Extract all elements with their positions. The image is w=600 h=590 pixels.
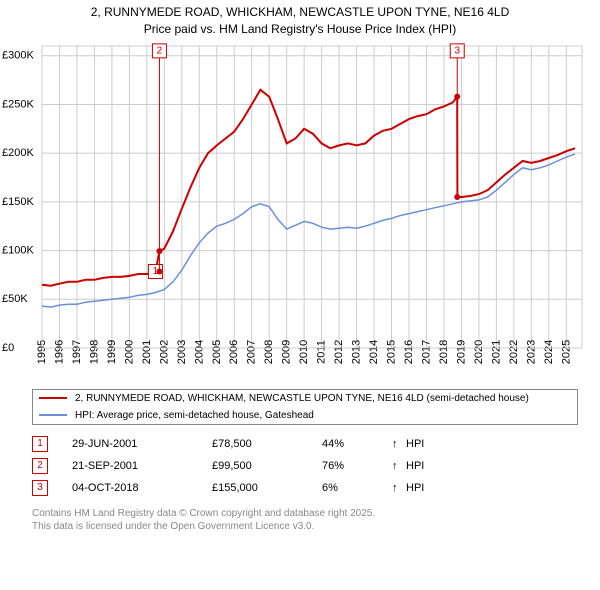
sales-marker: 3 [32,480,48,496]
x-tick-label: 2006 [228,339,240,363]
y-tick-label: £250K [2,98,34,110]
sales-marker: 2 [32,458,48,474]
sales-date: 21-SEP-2001 [72,460,212,472]
sale-marker-number: 2 [157,45,163,56]
x-tick-label: 2018 [438,339,450,363]
x-tick-label: 2013 [351,339,363,363]
legend-item: HPI: Average price, semi-detached house,… [33,407,577,424]
x-tick-label: 2016 [403,339,415,363]
x-tick-label: 2010 [298,339,310,363]
arrow-up-icon: ↑ [392,482,406,494]
sale-point [454,93,460,99]
sales-pct: 44% [322,438,392,450]
series-hpi [42,154,575,307]
y-tick-label: £300K [2,49,34,61]
legend-swatch [39,414,67,416]
sales-hpi-label: HPI [406,460,424,472]
sale-marker-number: 3 [454,45,460,56]
sales-date: 29-JUN-2001 [72,438,212,450]
x-tick-label: 2000 [123,339,135,363]
x-tick-label: 2001 [141,339,153,363]
sale-point [156,248,162,254]
sales-price: £99,500 [212,460,322,472]
x-tick-label: 2002 [158,339,170,363]
title-line1: 2, RUNNYMEDE ROAD, WHICKHAM, NEWCASTLE U… [0,4,600,21]
x-tick-label: 2015 [386,339,398,363]
legend: 2, RUNNYMEDE ROAD, WHICKHAM, NEWCASTLE U… [32,389,578,425]
x-tick-label: 1997 [71,339,83,363]
x-tick-label: 1998 [88,339,100,363]
footer-attribution: Contains HM Land Registry data © Crown c… [32,507,578,533]
sales-table: 129-JUN-2001£78,50044%↑HPI221-SEP-2001£9… [32,433,578,499]
sales-pct: 76% [322,460,392,472]
sale-point [454,194,460,200]
x-tick-label: 2009 [281,339,293,363]
x-tick-label: 2007 [246,339,258,363]
x-tick-label: 2004 [193,339,205,363]
x-tick-label: 2012 [333,339,345,363]
x-tick-label: 2022 [508,339,520,363]
series-price_paid [42,89,575,285]
y-tick-label: £0 [2,342,14,354]
x-tick-label: 1999 [106,339,118,363]
y-tick-label: £100K [2,244,34,256]
sales-price: £155,000 [212,482,322,494]
line-chart: £0£50K£100K£150K£200K£250K£300K199519961… [0,38,600,383]
legend-label: HPI: Average price, semi-detached house,… [75,410,314,421]
x-tick-label: 2014 [368,339,380,363]
footer-line1: Contains HM Land Registry data © Crown c… [32,507,578,520]
x-tick-label: 2025 [560,339,572,363]
legend-swatch [39,397,67,399]
y-tick-label: £150K [2,195,34,207]
sales-marker: 1 [32,436,48,452]
chart-title: 2, RUNNYMEDE ROAD, WHICKHAM, NEWCASTLE U… [0,0,600,38]
footer-line2: This data is licensed under the Open Gov… [32,520,578,533]
x-tick-label: 2023 [525,339,537,363]
sales-row: 1 29-JUN-2001£78,50044%↑HPI [32,433,578,455]
y-tick-label: £200K [2,147,34,159]
x-tick-label: 2017 [420,339,432,363]
x-tick-label: 2011 [316,340,328,364]
sales-row: 2 21-SEP-2001£99,50076%↑HPI [32,455,578,477]
x-tick-label: 2019 [455,339,467,363]
sales-hpi-label: HPI [406,438,424,450]
sales-date: 04-OCT-2018 [72,482,212,494]
x-tick-label: 2021 [490,339,502,363]
x-tick-label: 2008 [263,339,275,363]
x-tick-label: 2020 [473,339,485,363]
x-tick-label: 2024 [543,339,555,363]
legend-label: 2, RUNNYMEDE ROAD, WHICKHAM, NEWCASTLE U… [75,393,529,404]
sales-price: £78,500 [212,438,322,450]
x-tick-label: 2003 [176,339,188,363]
y-tick-label: £50K [2,293,28,305]
arrow-up-icon: ↑ [392,438,406,450]
chart-area: £0£50K£100K£150K£200K£250K£300K199519961… [0,38,600,383]
sales-pct: 6% [322,482,392,494]
x-tick-label: 1996 [53,339,65,363]
legend-item: 2, RUNNYMEDE ROAD, WHICKHAM, NEWCASTLE U… [33,390,577,407]
sales-row: 3 04-OCT-2018£155,0006%↑HPI [32,477,578,499]
arrow-up-icon: ↑ [392,460,406,472]
sale-point [156,268,162,274]
x-tick-label: 2005 [211,339,223,363]
title-line2: Price paid vs. HM Land Registry's House … [0,21,600,38]
sales-hpi-label: HPI [406,482,424,494]
